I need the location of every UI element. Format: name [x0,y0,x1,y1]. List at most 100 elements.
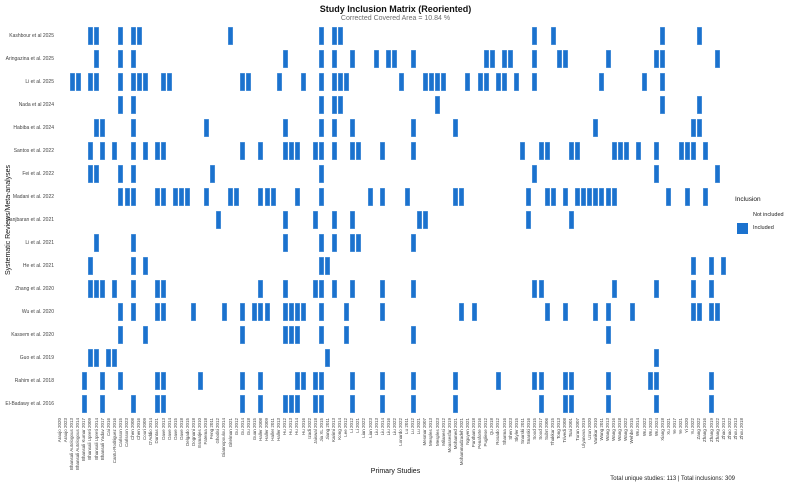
matrix-cell-included [319,279,325,299]
matrix-cell-included [294,325,300,345]
x-tick-label: Dave 2015 [172,417,178,440]
y-tick-label: He et al. 2021 [22,263,54,269]
matrix-cell-included [94,49,100,69]
matrix-cell-included [130,302,136,322]
matrix-cell-included [142,325,148,345]
x-tick-label: Turan 2007 [574,417,580,441]
matrix-cell-included [228,26,234,46]
matrix-cell-included [392,49,398,69]
x-tick-label: Zhou 2013 [732,417,738,440]
matrix-cell-included [331,49,337,69]
matrix-cell-included [282,141,288,161]
matrix-cell-included [258,187,264,207]
matrix-cell-included [380,279,386,299]
matrix-cell-included [684,141,690,161]
matrix-cell-included [112,279,118,299]
matrix-cell-included [240,394,246,414]
matrix-cell-included [118,95,124,115]
totals-caption: Total unique studies: 113 | Total inclus… [610,476,735,482]
matrix-cell-included [380,394,386,414]
matrix-cell-included [690,256,696,276]
legend: Inclusion Not included Included [735,196,784,235]
matrix-cell-included [258,141,264,161]
x-tick-label: Lian 2023 [367,417,373,438]
matrix-cell-included [294,302,300,322]
matrix-cell-included [349,118,355,138]
matrix-cell-included [709,394,714,414]
matrix-cell-included [161,187,167,207]
matrix-cell-included [532,279,538,299]
matrix-cell-included [611,279,617,299]
y-tick-label: Kassem et al. 2020 [11,332,54,338]
matrix-cell-included [526,187,532,207]
matrix-cell-included [715,302,721,322]
matrix-cell-included [118,26,124,46]
matrix-cell-included [331,26,337,46]
matrix-cell-included [684,187,690,207]
matrix-cell-included [660,95,666,115]
matrix-cell-included [118,72,124,92]
matrix-cell-included [130,256,136,276]
matrix-cell-included [538,371,544,391]
matrix-cell-included [288,141,294,161]
matrix-cell-included [435,95,441,115]
x-tick-label: Uzun 2020 [586,417,592,440]
x-tick-label: Bhansali Yadav 2017 [99,417,105,460]
matrix-cell-included [660,49,666,69]
matrix-cell-included [617,141,623,161]
x-tick-label: Dantas 2021 [154,417,160,444]
matrix-cell-included [696,302,702,322]
x-tick-label: Hu 2014 [294,417,300,435]
matrix-cell-included [702,141,708,161]
x-tick-label: Gitelman 2021 [227,417,233,447]
matrix-cell-included [81,394,87,414]
matrix-cell-included [331,279,337,299]
matrix-cell-included [203,187,209,207]
matrix-cell-included [130,95,136,115]
matrix-cell-included [319,49,325,69]
matrix-cell-included [228,187,234,207]
matrix-cell-included [355,141,361,161]
chart-subtitle: Corrected Covered Area = 10.84 % [340,15,451,22]
matrix-cell-included [130,279,136,299]
matrix-cell-included [197,371,203,391]
matrix-cell-included [611,141,617,161]
matrix-cell-included [410,371,416,391]
matrix-cell-included [319,256,325,276]
x-tick-label: Hu 2016 [300,417,306,435]
matrix-cell-included [136,72,142,92]
matrix-cell-included [544,302,550,322]
matrix-cell-included [593,187,599,207]
matrix-cell-included [654,164,660,184]
matrix-cell-included [258,371,264,391]
matrix-cell-included [319,325,325,345]
matrix-cell-included [118,164,124,184]
matrix-cell-included [380,187,386,207]
matrix-cell-included [240,72,246,92]
matrix-cell-included [562,49,568,69]
matrix-cell-included [690,279,696,299]
matrix-cell-included [319,233,325,253]
y-tick-label: Madani et al. 2022 [12,194,54,200]
matrix-cell-included [556,49,562,69]
matrix-cell-included [349,49,355,69]
matrix-cell-included [532,49,538,69]
x-tick-label: Snarski 2016 [525,417,531,444]
matrix-cell-included [282,233,288,253]
matrix-cell-included [301,371,307,391]
matrix-cell-included [654,348,660,368]
matrix-cell-included [167,72,173,92]
matrix-cell-included [349,394,355,414]
matrix-cell-included [483,72,489,92]
matrix-cell-included [270,187,276,207]
matrix-cell-included [130,72,136,92]
matrix-cell-included [94,279,100,299]
matrix-cell-included [258,302,264,322]
matrix-cell-included [130,118,136,138]
matrix-cell-included [319,394,325,414]
matrix-cell-included [453,394,459,414]
matrix-cell-included [605,325,611,345]
matrix-cell-included [380,141,386,161]
matrix-cell-included [410,49,416,69]
matrix-cell-included [605,394,611,414]
